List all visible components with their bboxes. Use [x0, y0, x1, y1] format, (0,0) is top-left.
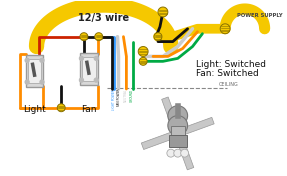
Text: CEILING: CEILING: [219, 82, 239, 87]
Circle shape: [168, 106, 188, 125]
Bar: [26, 55, 43, 87]
Circle shape: [181, 149, 189, 157]
Bar: [169, 135, 187, 147]
Bar: [80, 54, 98, 85]
Wedge shape: [57, 104, 65, 112]
Wedge shape: [158, 7, 168, 17]
Circle shape: [168, 116, 188, 135]
Wedge shape: [95, 33, 103, 41]
Polygon shape: [181, 117, 214, 135]
Circle shape: [79, 56, 84, 60]
Wedge shape: [139, 57, 147, 65]
Bar: [82, 57, 96, 81]
Circle shape: [94, 78, 98, 82]
Text: Light: Switched: Light: Switched: [195, 60, 265, 69]
Wedge shape: [138, 46, 148, 56]
Circle shape: [94, 56, 98, 60]
Wedge shape: [154, 33, 162, 41]
Circle shape: [79, 78, 84, 82]
Text: LIGHT POWER: LIGHT POWER: [112, 89, 116, 110]
Text: 12/3 wire: 12/3 wire: [78, 13, 129, 23]
Circle shape: [167, 149, 175, 157]
Circle shape: [25, 58, 29, 62]
Bar: [28, 59, 41, 83]
Polygon shape: [176, 137, 194, 170]
Wedge shape: [220, 24, 230, 34]
Text: GROUND: GROUND: [130, 89, 134, 102]
Text: Light: Light: [23, 105, 46, 114]
Text: Fan: Switched: Fan: Switched: [195, 69, 258, 78]
Bar: [171, 125, 185, 135]
Circle shape: [40, 80, 44, 84]
Polygon shape: [141, 132, 174, 149]
Text: Fan: Fan: [81, 105, 97, 114]
Wedge shape: [80, 33, 88, 41]
Circle shape: [174, 149, 182, 157]
Circle shape: [40, 58, 44, 62]
Circle shape: [25, 80, 29, 84]
Text: POWER SUPPLY: POWER SUPPLY: [237, 13, 282, 18]
Polygon shape: [162, 97, 179, 130]
Text: NEUTRAL: NEUTRAL: [123, 89, 127, 102]
Text: FAN POWER: FAN POWER: [117, 89, 121, 106]
